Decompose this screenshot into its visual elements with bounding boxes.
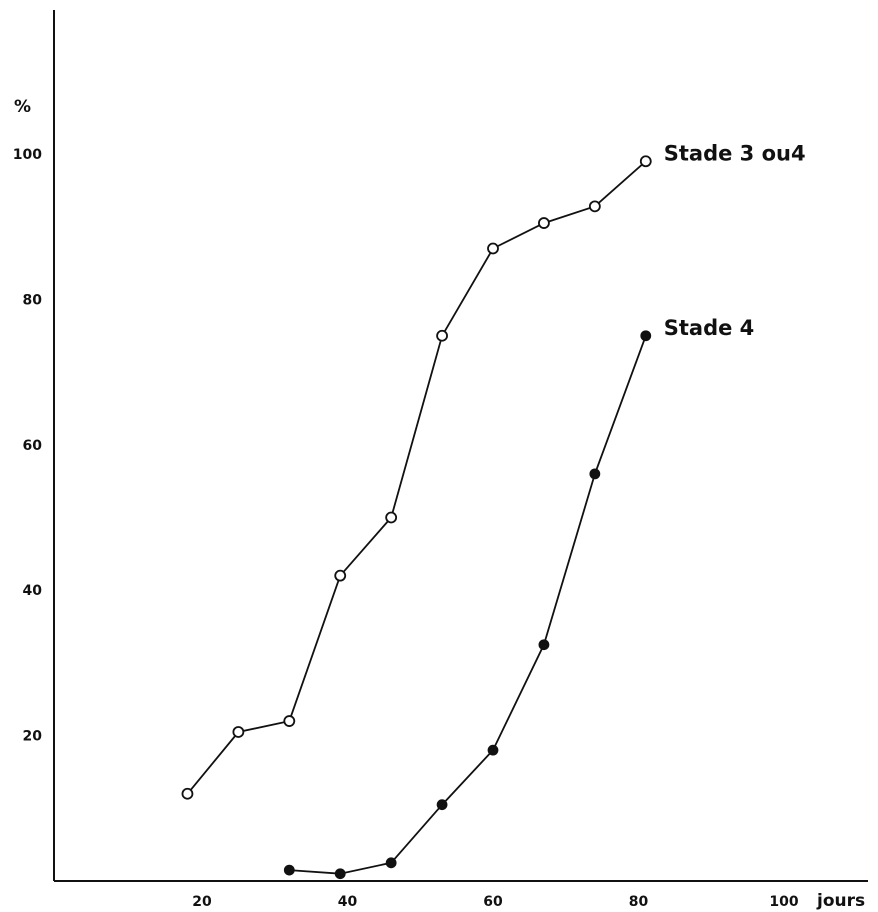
x-axis-unit-label: jours [816, 891, 865, 911]
y-tick-label-20: 20 [23, 729, 43, 745]
series-1-point [283, 715, 296, 727]
series-1-point [436, 329, 448, 342]
series-2-point [283, 864, 295, 876]
series-2-point [487, 744, 499, 756]
x-tick-label-100: 100 [769, 894, 798, 910]
x-tick-label-60: 60 [483, 894, 503, 910]
y-axis-unit-label: % [14, 97, 31, 117]
series-1-line [186, 160, 647, 795]
y-tick-label-40: 40 [23, 583, 43, 599]
series-1-point [639, 155, 652, 168]
series-1-point [181, 787, 194, 800]
series-2-point [589, 468, 601, 480]
y-tick-label-100: 100 [13, 147, 42, 163]
series-1-label: Stade 3 ou4 [664, 141, 806, 165]
series-1-point [232, 726, 245, 738]
axis-ticks: 20 40 60 80 100 20 40 60 80 100 [13, 147, 799, 910]
y-tick-label-80: 80 [23, 292, 43, 308]
series-2-point [436, 799, 448, 811]
series-1-point [487, 242, 499, 255]
series-2-line [289, 335, 647, 875]
x-tick-label-80: 80 [629, 894, 649, 910]
series-1-point [385, 511, 398, 524]
series-1-point [588, 200, 601, 213]
series-2: Stade 4 [283, 316, 755, 880]
series-2-point [538, 639, 550, 651]
y-tick-label-60: 60 [23, 438, 43, 454]
series-2-point [640, 330, 652, 342]
series-layer: Stade 3 ou4 Stade 4 [181, 141, 806, 880]
series-2-point [334, 868, 346, 880]
series-1-point [334, 569, 347, 582]
series-2-label: Stade 4 [664, 316, 755, 340]
series-2-point [385, 857, 397, 869]
x-tick-label-20: 20 [192, 894, 212, 910]
series-1: Stade 3 ou4 [181, 141, 806, 800]
series-1-point [538, 217, 550, 229]
x-tick-label-40: 40 [338, 894, 358, 910]
